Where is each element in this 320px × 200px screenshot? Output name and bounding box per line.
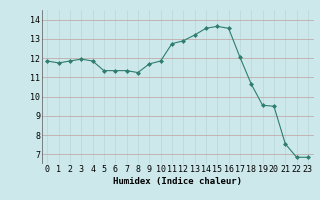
X-axis label: Humidex (Indice chaleur): Humidex (Indice chaleur) xyxy=(113,177,242,186)
